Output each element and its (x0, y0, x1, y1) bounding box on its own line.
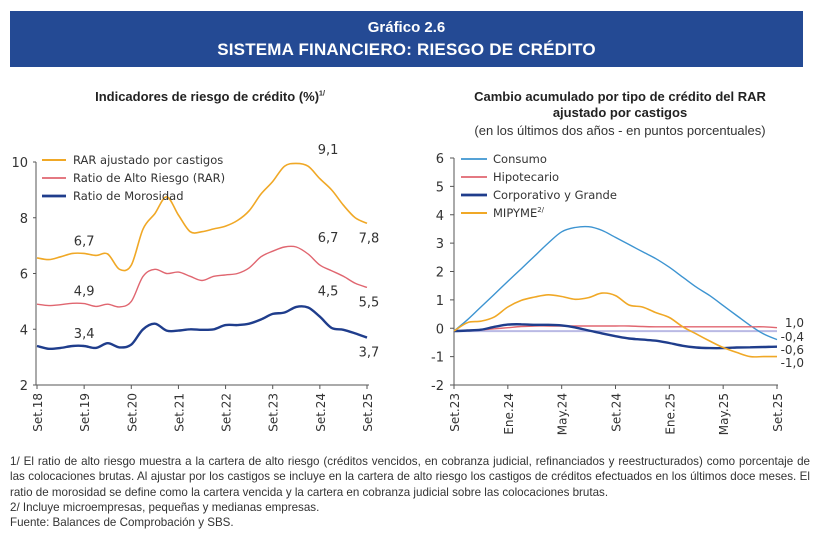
x-tick-label: Set.22 (220, 393, 234, 432)
y-tick-label: 10 (11, 156, 28, 171)
y-tick-label: 8 (20, 212, 28, 227)
figure-number: Gráfico 2.6 (367, 19, 446, 36)
series-line-ratio-de-morosidad (36, 305, 368, 351)
legend-label-note: 2/ (537, 206, 544, 214)
y-tick-label: 2 (20, 379, 28, 394)
footnote-source: Fuente: Balances de Comprobación y SBS. (10, 516, 234, 530)
y-tick-label: 4 (20, 323, 28, 338)
y-tick-label: 6 (20, 268, 28, 283)
footnote-2: 2/ Incluye microempresas, pequeñas y med… (10, 500, 320, 514)
y-tick-label: 2 (436, 266, 444, 281)
series-line-mipyme (453, 292, 777, 358)
right-chart-title-line1: Cambio acumulado por tipo de crédito del… (474, 89, 766, 104)
y-tick-label: 4 (436, 209, 444, 224)
x-tick-label: Set.18 (31, 393, 45, 432)
data-label: 9,1 (318, 143, 339, 158)
data-label: 4,9 (74, 285, 95, 300)
data-label: 7,8 (359, 231, 380, 246)
end-label: -0,6 (781, 343, 804, 357)
series-line-hipotecario (453, 325, 778, 332)
series-line-ratio-de-alto-riesgo-rar- (36, 245, 368, 308)
x-tick-label: Ene.25 (663, 393, 677, 435)
x-tick-label: Set.23 (267, 393, 281, 432)
left-chart-title-text: Indicadores de riesgo de crédito (%) (95, 89, 320, 104)
legend-label: Consumo (493, 152, 547, 166)
y-tick-label: 1 (436, 294, 444, 309)
x-tick-label: May.24 (556, 393, 570, 435)
data-label: 3,7 (359, 346, 380, 361)
data-label: 3,4 (74, 327, 95, 342)
x-tick-label: Set.23 (448, 393, 462, 432)
data-label: 6,7 (74, 234, 95, 249)
x-tick-label: Set.21 (172, 393, 186, 432)
y-tick-label: -2 (431, 379, 444, 394)
right-chart-title-line2: ajustado por castigos (552, 105, 688, 120)
x-tick-label: Set.20 (125, 393, 139, 432)
x-tick-label: Set.24 (314, 393, 328, 432)
x-tick-label: Set.19 (78, 393, 92, 432)
series-line-rar-ajustado-por-castigos (36, 162, 368, 272)
y-tick-label: 3 (436, 237, 444, 252)
left-chart-title-note: 1/ (319, 90, 325, 98)
legend-label: MIPYME2/ (493, 206, 545, 220)
y-tick-label: 5 (436, 180, 444, 195)
series-line-consumo (453, 225, 778, 341)
legend-label: Corporativo y Grande (493, 188, 617, 202)
x-tick-label: Ene.24 (502, 393, 516, 435)
legend-label: Ratio de Alto Riesgo (RAR) (73, 171, 225, 185)
end-label: -0,4 (781, 330, 804, 344)
x-tick-label: May.25 (717, 393, 731, 435)
figure-title: SISTEMA FINANCIERO: RIESGO DE CRÉDITO (217, 40, 596, 59)
right-chart-title: Cambio acumulado por tipo de crédito del… (430, 89, 810, 121)
y-tick-label: -1 (431, 351, 444, 366)
y-tick-label: 0 (436, 322, 444, 337)
legend-label: RAR ajustado por castigos (73, 153, 223, 167)
data-label: 5,5 (359, 295, 380, 310)
right-chart-subtitle: (en los últimos dos años - en puntos por… (474, 123, 766, 138)
footnotes: 1/ El ratio de alto riesgo muestra a la … (10, 454, 810, 530)
left-chart-title: Indicadores de riesgo de crédito (%)1/ (20, 89, 400, 104)
footnote-1: 1/ El ratio de alto riesgo muestra a la … (10, 455, 810, 499)
x-tick-label: Set.24 (610, 393, 624, 432)
figure-header: Gráfico 2.6 SISTEMA FINANCIERO: RIESGO D… (10, 11, 803, 67)
legend-label: Ratio de Morosidad (73, 189, 184, 203)
end-label: -1,0 (781, 356, 804, 370)
end-label: 1,0 (785, 316, 804, 330)
data-label: 6,7 (318, 231, 339, 246)
data-label: 4,5 (318, 285, 339, 300)
y-tick-label: 6 (436, 152, 444, 167)
legend-label: Hipotecario (493, 170, 559, 184)
x-tick-label: Set.25 (361, 393, 375, 432)
x-tick-label: Set.25 (771, 393, 785, 432)
